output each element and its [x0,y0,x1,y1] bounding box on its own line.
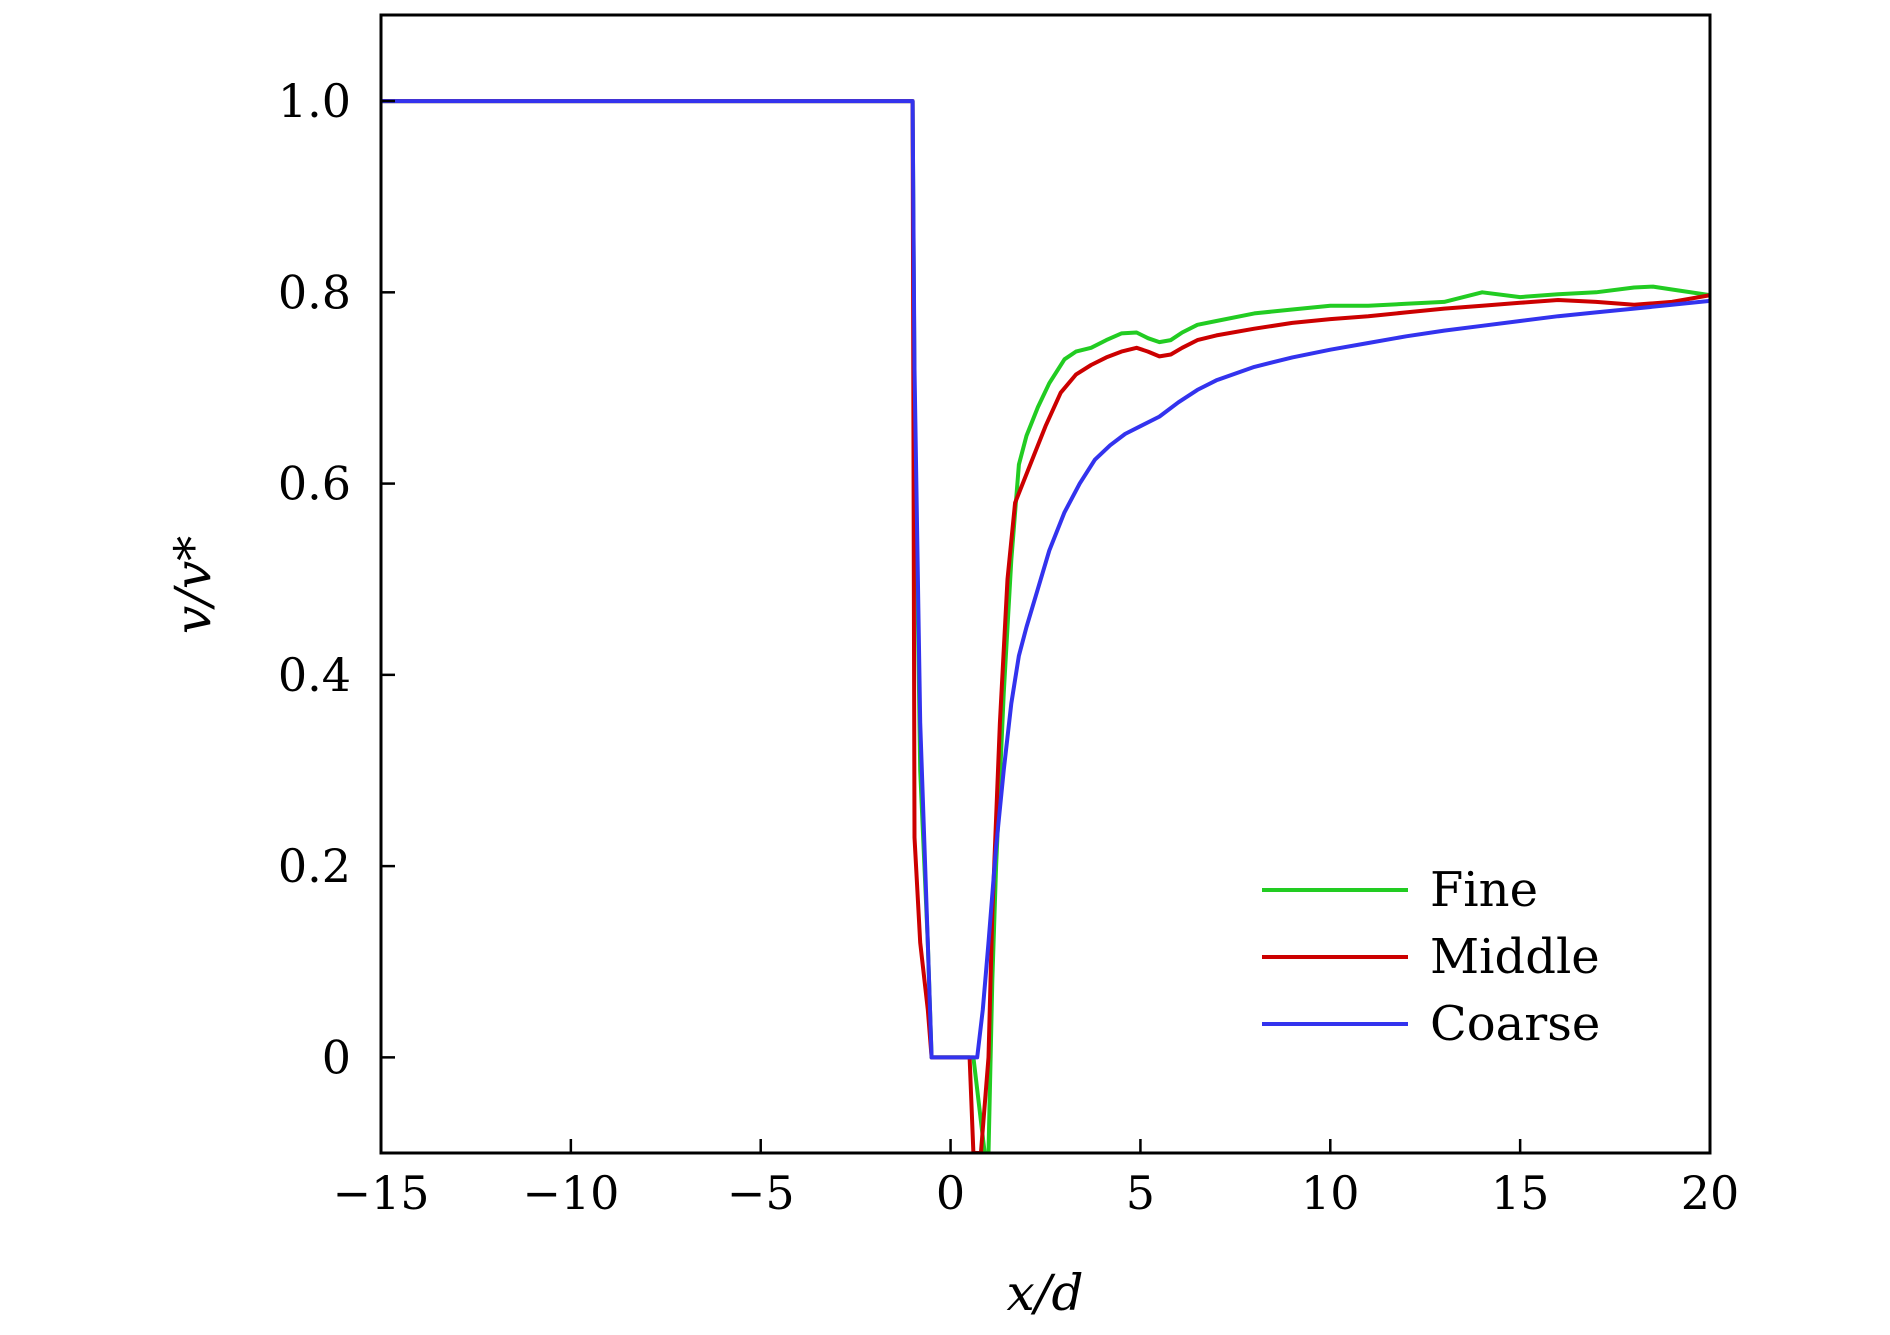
legend-label-coarse: Coarse [1430,996,1600,1052]
y-axis-ticks: 0 0.2 0.4 0.6 0.8 1.0 [278,74,395,1084]
y-tick-label: 1.0 [278,74,351,128]
x-tick-label: 0 [936,1166,965,1220]
x-tick-label: −15 [332,1166,429,1220]
series-line-coarse [381,99,1710,1060]
x-axis-ticks: −15 −10 −5 0 5 10 15 20 [332,1139,1739,1220]
y-tick-label: 0 [322,1030,351,1084]
legend: Fine Middle Coarse [1262,862,1600,1052]
x-tick-label: 20 [1681,1166,1740,1220]
x-tick-label: 5 [1126,1166,1155,1220]
x-tick-label: −10 [522,1166,619,1220]
y-tick-label: 0.2 [278,839,351,893]
x-tick-label: 15 [1491,1166,1550,1220]
plot-frame [379,13,1712,1155]
y-axis-label: v/v* [164,536,222,634]
y-tick-label: 0.4 [278,648,351,702]
legend-label-fine: Fine [1430,862,1538,918]
y-tick-label: 0.8 [278,265,351,319]
y-tick-label: 0.6 [278,457,351,511]
series-line-fine [381,99,1710,1153]
x-tick-label: 10 [1301,1166,1360,1220]
x-axis-label: x/d [1006,1264,1083,1322]
legend-label-middle: Middle [1430,929,1600,985]
series-layer [381,99,1710,1153]
x-tick-label: −5 [727,1166,795,1220]
